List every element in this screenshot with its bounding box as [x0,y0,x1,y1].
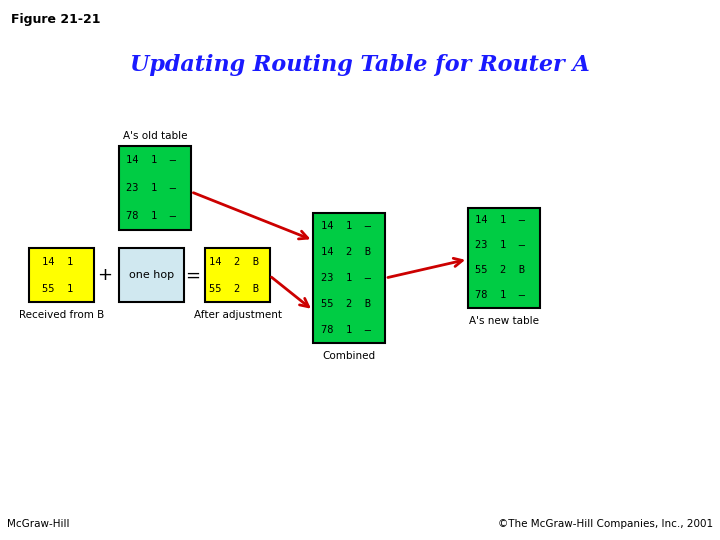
Text: 78  1  —: 78 1 — [475,291,526,300]
Text: +: + [97,266,112,285]
Bar [468,208,540,308]
Text: 23  1  —: 23 1 — [320,273,371,283]
Text: After adjustment: After adjustment [194,310,282,321]
Text: ©The McGraw-Hill Companies, Inc., 2001: ©The McGraw-Hill Companies, Inc., 2001 [498,519,713,529]
Text: =: = [185,266,199,285]
Text: 14  2  B: 14 2 B [210,257,259,267]
Text: 23  1  —: 23 1 — [126,183,176,193]
Text: 55  1: 55 1 [42,284,73,294]
Bar [205,248,270,302]
Text: A's old table: A's old table [122,131,187,141]
Bar [119,146,191,230]
Bar [313,213,385,343]
Text: 14  1  —: 14 1 — [475,215,526,225]
Text: 14  1: 14 1 [42,257,73,267]
Text: Combined: Combined [323,351,376,361]
Text: 14  1  —: 14 1 — [320,221,371,231]
Text: one hop: one hop [129,271,174,280]
Bar [29,248,94,302]
Text: Figure 21-21: Figure 21-21 [11,14,100,26]
Text: A's new table: A's new table [469,316,539,326]
Text: 14  1  —: 14 1 — [126,155,176,165]
Text: McGraw-Hill: McGraw-Hill [7,519,70,529]
Bar [119,248,184,302]
Text: 55  2  B: 55 2 B [475,265,526,275]
Text: 78  1  —: 78 1 — [126,211,176,220]
Text: 55  2  B: 55 2 B [210,284,259,294]
Text: 55  2  B: 55 2 B [320,299,371,309]
Text: 14  2  B: 14 2 B [320,247,371,257]
Text: Updating Routing Table for Router A: Updating Routing Table for Router A [130,54,590,76]
Text: 78  1  —: 78 1 — [320,325,371,335]
Text: Received from B: Received from B [19,310,104,321]
Text: 23  1  —: 23 1 — [475,240,526,251]
